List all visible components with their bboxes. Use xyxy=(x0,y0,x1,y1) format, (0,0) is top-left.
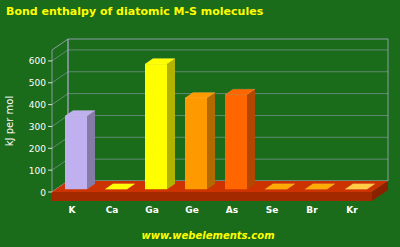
category-label: K xyxy=(69,205,77,215)
watermark: www.webelements.com xyxy=(141,230,274,241)
grid-line xyxy=(52,115,388,126)
tick-label: 300 xyxy=(29,122,46,132)
grid-line xyxy=(52,181,388,192)
axis-label: kJ per mol xyxy=(4,96,15,146)
category-label: Ca xyxy=(106,205,119,215)
bar-top xyxy=(305,184,335,190)
bar-top xyxy=(185,92,215,98)
bar-side xyxy=(207,92,215,189)
bar-top xyxy=(145,59,175,65)
tick-mark xyxy=(48,60,52,61)
bar-front xyxy=(145,64,167,189)
title: Bond enthalpy of diatomic M-S molecules xyxy=(6,5,264,18)
bar xyxy=(225,89,255,189)
chart-container: Bond enthalpy of diatomic M-S molecules 0… xyxy=(0,0,400,247)
bar-front xyxy=(65,116,87,189)
bar xyxy=(345,184,375,190)
tick-label: 600 xyxy=(29,56,46,66)
bar-side-shade xyxy=(167,59,175,190)
category-label: Se xyxy=(266,205,279,215)
tick-label: 500 xyxy=(29,78,46,88)
grid-line xyxy=(52,50,388,61)
tick-mark xyxy=(48,126,52,127)
bars xyxy=(65,59,375,190)
bar-top xyxy=(65,111,95,117)
grid-line xyxy=(52,72,388,83)
bar-side xyxy=(87,111,95,190)
tick-mark xyxy=(48,170,52,171)
bar-front xyxy=(185,98,207,189)
bar-top xyxy=(105,184,135,190)
category-label: Ga xyxy=(145,205,158,215)
bar-side-shade xyxy=(207,92,215,189)
bar xyxy=(185,92,215,189)
category-label: As xyxy=(226,205,238,215)
grid-line xyxy=(52,159,388,170)
tick-mark xyxy=(48,192,52,193)
grid-line xyxy=(52,137,388,148)
base-front xyxy=(52,192,372,201)
category-label: Ge xyxy=(185,205,199,215)
bar-side-shade xyxy=(87,111,95,190)
tick-label: 0 xyxy=(40,188,46,198)
tick-label: 100 xyxy=(29,166,46,176)
bar-side-shade xyxy=(247,89,255,189)
bar-top xyxy=(265,184,295,190)
tick-mark xyxy=(48,148,52,149)
bar-top xyxy=(225,89,255,95)
background xyxy=(0,0,400,247)
category-label: Kr xyxy=(346,205,358,215)
tick-label: 200 xyxy=(29,144,46,154)
bar-side xyxy=(247,89,255,189)
bar-top xyxy=(345,184,375,190)
category-label: Br xyxy=(306,205,318,215)
bar-side xyxy=(167,59,175,190)
tick-mark xyxy=(48,104,52,105)
bar xyxy=(105,184,135,190)
grid-line xyxy=(52,94,388,105)
tick-mark xyxy=(48,82,52,83)
chart: Bond enthalpy of diatomic M-S molecules 0… xyxy=(0,0,400,247)
bar xyxy=(305,184,335,190)
base-top xyxy=(52,181,388,192)
bar xyxy=(65,111,95,190)
bar-front xyxy=(225,95,247,190)
bar xyxy=(265,184,295,190)
tick-label: 400 xyxy=(29,100,46,110)
bar xyxy=(145,59,175,190)
